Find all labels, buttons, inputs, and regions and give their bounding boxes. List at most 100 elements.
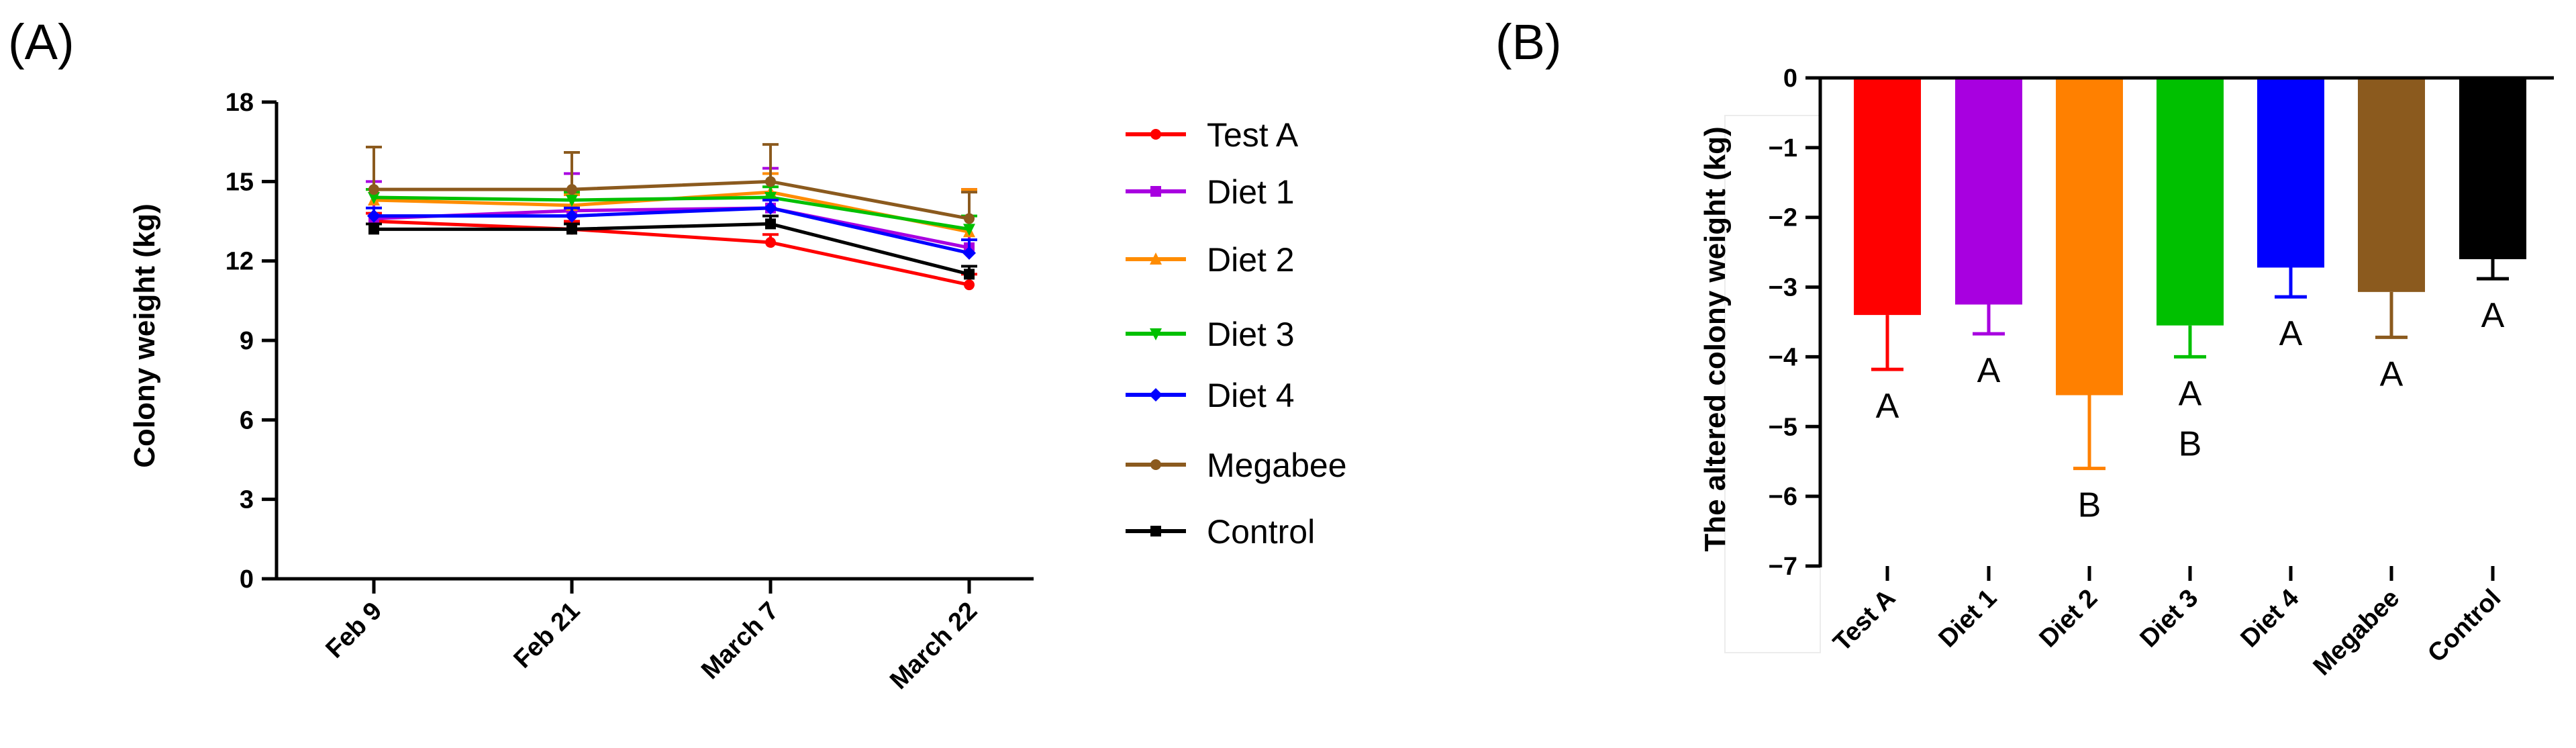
legend-swatch-marker [1150, 186, 1161, 197]
point-diet-4 [962, 246, 976, 260]
legend-label: Diet 3 [1207, 316, 1295, 353]
point-control [765, 218, 776, 230]
bar-diet-1 [1955, 78, 2022, 305]
bar-control [2459, 78, 2526, 260]
panel-b-x-tick-label: Diet 3 [2134, 584, 2203, 653]
panel-b-x-tick-label: Megabee [2308, 584, 2406, 682]
line-megabee [374, 179, 970, 221]
legend-swatch-marker [1150, 459, 1161, 470]
panel-a-y-tick-label: 9 [240, 327, 254, 355]
significance-letter-control: A [2481, 296, 2505, 335]
legend-swatch-marker [1150, 129, 1161, 140]
point-diet-3 [764, 192, 777, 204]
panel-a-label: (A) [8, 14, 75, 70]
panel-a-y-tick-label: 15 [226, 168, 254, 196]
bar-group-megabee [2358, 78, 2425, 339]
legend-label: Test A [1207, 116, 1299, 154]
legend-label: Diet 2 [1207, 241, 1295, 279]
panel-b-y-tick-label: −4 [1769, 343, 1797, 371]
significance-letter-diet-1: A [1977, 351, 2001, 390]
significance-letter-test-a: A [1876, 387, 1899, 426]
panel-a-x-tick-label: March 22 [885, 597, 983, 695]
panel-a-y-tick-label: 12 [226, 248, 254, 276]
panel-b-y-tick-label: 0 [1783, 64, 1797, 93]
legend-entry-diet-1: Diet 1 [1126, 173, 1295, 211]
bar-diet-2 [2056, 78, 2123, 395]
legend-swatch-marker [1149, 388, 1162, 402]
panel-b-x-tick-label: Diet 1 [1933, 584, 2002, 653]
bar-group-test-a [1854, 78, 1921, 371]
panel-a-y-axis-title: Colony weight (kg) [128, 203, 161, 468]
series-control [366, 214, 977, 280]
panel-b-x-ticks: Test A Diet 1 Diet 2 Diet 3 Diet 4 Megabee Con… [1828, 566, 2506, 682]
panel-a-x-tick-label: Feb 9 [320, 597, 387, 664]
significance-letter-diet-3: A [2179, 374, 2202, 413]
panel-a-y-tick-label: 0 [240, 565, 254, 594]
bar-test-a [1854, 78, 1921, 316]
panel-a-y-tick-label: 18 [226, 89, 254, 117]
point-control [566, 224, 577, 235]
point-diet-4 [764, 201, 777, 215]
legend-entry-diet-2: Diet 2 [1126, 241, 1295, 279]
panel-b-x-tick-label: Diet 4 [2235, 584, 2304, 653]
bar-group-control [2459, 78, 2526, 281]
panel-b-label: (B) [1495, 14, 1562, 70]
panel-a-x-tick-label: March 7 [696, 597, 784, 685]
legend-swatch-marker [1150, 252, 1162, 265]
panel-b-bars [1854, 78, 2526, 471]
point-diet-3 [368, 192, 380, 204]
panel-b: (B) The altered colony weight (kg) 0 −1 −2… [1495, 14, 2554, 681]
panel-b-x-tick-label: Test A [1828, 584, 1901, 657]
panel-b-y-tick-label: −2 [1769, 204, 1797, 232]
point-diet-4 [565, 209, 579, 223]
line-control [374, 222, 970, 276]
series-diet-4 [366, 198, 977, 260]
point-control [368, 224, 379, 235]
point-megabee [964, 213, 975, 224]
line-diet-4 [374, 206, 970, 255]
significance-letter-diet-3: B [2179, 424, 2202, 463]
panel-b-y-axis-title: The altered colony weight (kg) [1699, 126, 1732, 551]
point-control [964, 269, 975, 280]
panel-b-x-tick-label: Control [2422, 584, 2506, 668]
panel-b-y-tick-label: −5 [1769, 413, 1797, 441]
point-megabee [765, 176, 776, 187]
significance-letter-diet-2: B [2078, 486, 2101, 525]
bar-diet-4 [2257, 78, 2324, 268]
panel-a-axes [275, 102, 1034, 581]
series-megabee [366, 143, 977, 224]
legend-swatch-marker [1150, 526, 1161, 536]
bar-group-diet-3 [2157, 78, 2224, 359]
panel-a-y-tick-label: 3 [240, 486, 254, 514]
point-megabee [566, 184, 577, 195]
panel-a-y-tick-label: 6 [240, 406, 254, 434]
legend-label: Control [1207, 513, 1315, 551]
panel-b-y-ticks: 0 −1 −2 −3 −4 −5 −6 −7 [1769, 64, 1820, 581]
panel-b-y-tick-label: −1 [1769, 134, 1797, 162]
legend-entry-diet-3: Diet 3 [1126, 316, 1295, 353]
legend-entry-test-a: Test A [1126, 116, 1299, 154]
legend-label: Diet 1 [1207, 173, 1295, 211]
line-test-a [373, 220, 970, 287]
panel-b-axes [1818, 76, 2554, 567]
legend-entry-megabee: Megabee [1126, 447, 1347, 484]
bar-group-diet-2 [2056, 78, 2123, 471]
point-diet-3 [963, 224, 975, 236]
legend-entry-control: Control [1126, 513, 1315, 551]
legend-swatch-marker [1150, 328, 1162, 340]
point-test-a [964, 279, 975, 291]
panel-a-legend: Test A Diet 1 Diet 2 Diet 3 Diet 4 Megabee Con… [1126, 116, 1347, 551]
point-megabee [368, 184, 379, 195]
point-test-a [765, 237, 776, 248]
panel-a-x-tick-label: Feb 21 [509, 597, 586, 674]
line-diet-3 [373, 195, 970, 231]
bar-group-diet-1 [1955, 78, 2022, 336]
bar-group-diet-4 [2257, 78, 2324, 299]
panel-a-series [366, 143, 977, 291]
bar-megabee [2358, 78, 2425, 292]
panel-a: (A) Colony weight (kg) 0 3 6 9 12 15 18 Feb 9 F… [8, 14, 1347, 695]
significance-letter-diet-4: A [2279, 314, 2303, 353]
panel-b-x-tick-label: Diet 2 [2034, 584, 2103, 653]
